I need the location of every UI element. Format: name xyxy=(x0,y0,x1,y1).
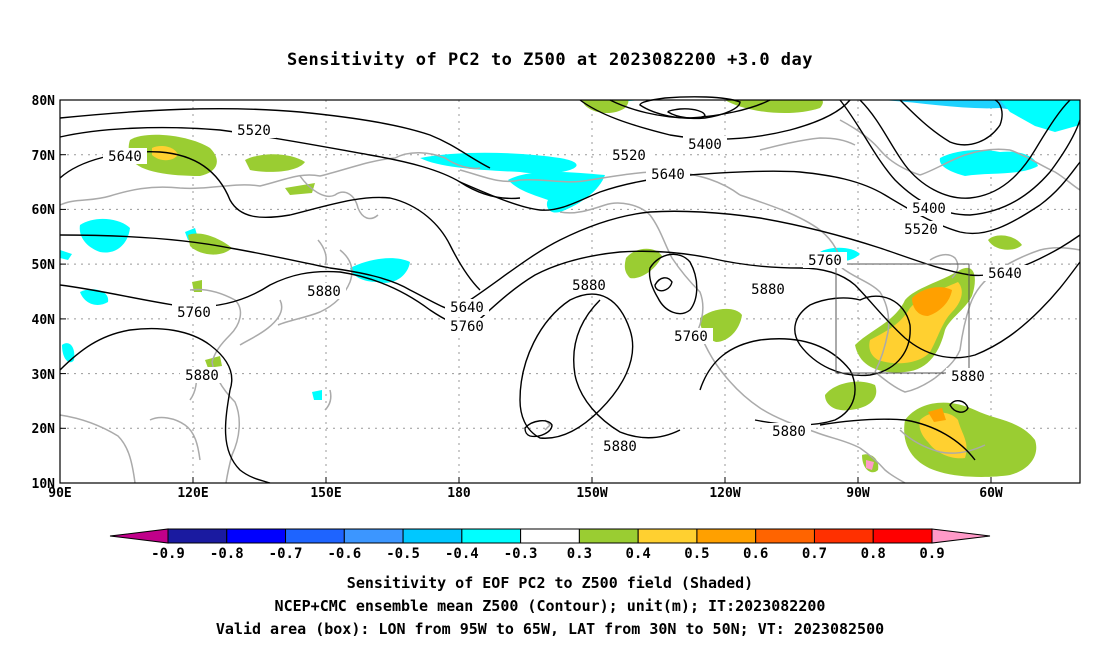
colorbar: -0.9 -0.8 -0.7 -0.6 -0.5 -0.4 -0.3 0.3 0.4 0.5 0.6… xyxy=(109,528,991,562)
contour-label: 5400 xyxy=(912,201,946,217)
colorbar-segment xyxy=(872,528,933,544)
contour-label: 5880 xyxy=(772,424,806,440)
contour-label: 5640 xyxy=(651,167,685,183)
colorbar-segment xyxy=(578,528,639,544)
lon-label: 120E xyxy=(177,486,208,501)
plot-frame xyxy=(59,99,1081,484)
colorbar-segment xyxy=(285,528,345,544)
contour-label: 5760 xyxy=(674,329,708,345)
colorbar-tick-label: 0.6 xyxy=(743,546,768,562)
lat-label: 30N xyxy=(32,368,56,383)
colorbar-segment xyxy=(696,528,757,544)
lat-label: 70N xyxy=(32,149,56,164)
colorbar-segment xyxy=(226,528,287,544)
colorbar-segment xyxy=(167,528,228,544)
contour-label: 5520 xyxy=(612,148,646,164)
latitude-labels: 80N 70N 60N 50N 40N 30N 20N 10N xyxy=(32,94,56,492)
lon-label: 150E xyxy=(310,486,341,501)
colorbar-tick-label: -0.3 xyxy=(504,546,538,562)
contour-label: 5640 xyxy=(988,266,1022,282)
contour-label: 5520 xyxy=(237,123,271,139)
lat-label: 80N xyxy=(32,94,56,109)
lon-label: 120W xyxy=(709,486,740,501)
colorbar-tick-label: 0.8 xyxy=(861,546,886,562)
contour-label: 5760 xyxy=(808,253,842,269)
lat-label: 60N xyxy=(32,203,56,218)
lon-label: 150W xyxy=(576,486,607,501)
lon-label: 90E xyxy=(48,486,71,501)
contour-labels: 5520 5640 5520 5400 5640 5400 5520 5640 … xyxy=(103,122,1027,455)
colorbar-segment xyxy=(343,528,404,544)
lat-label: 40N xyxy=(32,313,56,328)
colorbar-segment xyxy=(813,528,874,544)
colorbar-tick-label: -0.9 xyxy=(151,546,185,562)
lat-label: 50N xyxy=(32,258,56,273)
colorbar-right-triangle xyxy=(931,528,991,544)
contour-label: 5640 xyxy=(450,300,484,316)
colorbar-tick-label: -0.4 xyxy=(445,546,479,562)
lon-label: 60W xyxy=(979,486,1003,501)
contour-label: 5640 xyxy=(108,149,142,165)
colorbar-tick-label: 0.7 xyxy=(802,546,827,562)
z500-contours xyxy=(59,96,1081,484)
colorbar-segment xyxy=(755,528,815,544)
caption-line-2: NCEP+CMC ensemble mean Z500 (Contour); u… xyxy=(274,597,826,615)
caption-line-3: Valid area (box): LON from 95W to 65W, L… xyxy=(215,620,885,638)
negative-sensitivity-shading xyxy=(60,100,1080,400)
lon-label: 180 xyxy=(447,486,471,501)
lat-label: 10N xyxy=(32,477,56,492)
colorbar-tick-label: 0.4 xyxy=(626,546,651,562)
lat-label: 20N xyxy=(32,422,56,437)
colorbar-segment xyxy=(402,528,463,544)
valid-area-box xyxy=(835,263,970,374)
colorbar-segment xyxy=(520,528,580,544)
contour-label: 5520 xyxy=(904,222,938,238)
contour-label: 5880 xyxy=(307,284,341,300)
colorbar-tick-label: 0.9 xyxy=(919,546,944,562)
colorbar-tick-label: -0.8 xyxy=(210,546,244,562)
contour-label: 5880 xyxy=(951,369,985,385)
colorbar-tick-label: -0.7 xyxy=(269,546,303,562)
caption-line-1: Sensitivity of EOF PC2 to Z500 field (Sh… xyxy=(346,574,754,592)
contour-label: 5400 xyxy=(688,137,722,153)
contour-label: 5760 xyxy=(450,319,484,335)
longitude-labels: 90E 120E 150E 180 150W 120W 90W 60W xyxy=(48,486,1003,501)
colorbar-segment xyxy=(461,528,522,544)
tick-marks xyxy=(59,99,992,484)
contour-label: 5760 xyxy=(177,305,211,321)
contour-label: 5880 xyxy=(185,368,219,384)
contour-label: 5880 xyxy=(572,278,606,294)
colorbar-tick-label: -0.6 xyxy=(327,546,361,562)
colorbar-left-triangle xyxy=(109,528,169,544)
colorbar-tick-label: -0.5 xyxy=(386,546,420,562)
colorbar-tick-label: 0.3 xyxy=(567,546,592,562)
lon-label: 90W xyxy=(846,486,870,501)
colorbar-tick-label: 0.5 xyxy=(684,546,709,562)
map-title: Sensitivity of PC2 to Z500 at 2023082200… xyxy=(286,50,813,70)
colorbar-segment xyxy=(637,528,698,544)
contour-label: 5880 xyxy=(751,282,785,298)
contour-label: 5880 xyxy=(603,439,637,455)
